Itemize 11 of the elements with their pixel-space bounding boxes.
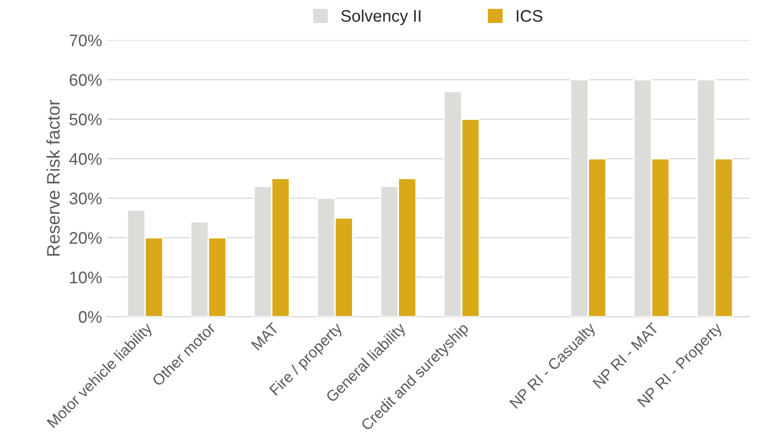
y-tick-label: 0% (78, 311, 102, 323)
y-tick-label: 20% (70, 232, 102, 244)
y-tick-label: 70% (70, 34, 102, 46)
y-tick-label: 50% (70, 114, 102, 126)
y-tick-label: 30% (70, 192, 102, 204)
y-tick-label: 10% (70, 272, 102, 284)
y-tick-label: 40% (69, 153, 102, 165)
legend-label: ICS (516, 10, 542, 22)
legend-label: Solvency II (341, 10, 420, 26)
y-tick-label: 60% (70, 74, 102, 86)
y-axis-title: Reserve Risk factor (46, 100, 60, 256)
